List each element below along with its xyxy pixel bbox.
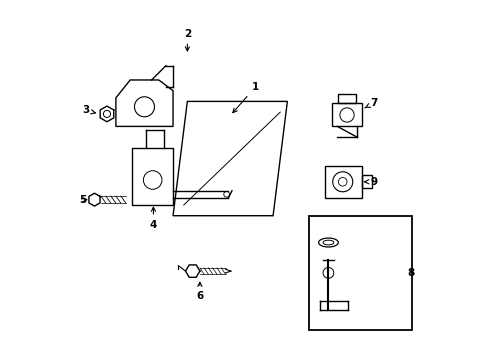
Text: 6: 6: [196, 282, 203, 301]
Polygon shape: [100, 106, 114, 122]
Bar: [324, 166, 362, 198]
Bar: [308, 216, 411, 330]
Text: 7: 7: [364, 98, 377, 108]
Text: 4: 4: [149, 207, 157, 230]
Bar: [338, 94, 355, 103]
Text: 3: 3: [82, 105, 95, 115]
Bar: [362, 175, 372, 188]
Text: 5: 5: [79, 195, 86, 204]
Text: 2: 2: [183, 28, 191, 51]
Text: 8: 8: [406, 268, 413, 278]
Polygon shape: [185, 265, 200, 277]
Bar: [331, 103, 362, 126]
Text: 9: 9: [364, 177, 377, 187]
Text: 1: 1: [232, 82, 258, 113]
Polygon shape: [89, 193, 100, 206]
